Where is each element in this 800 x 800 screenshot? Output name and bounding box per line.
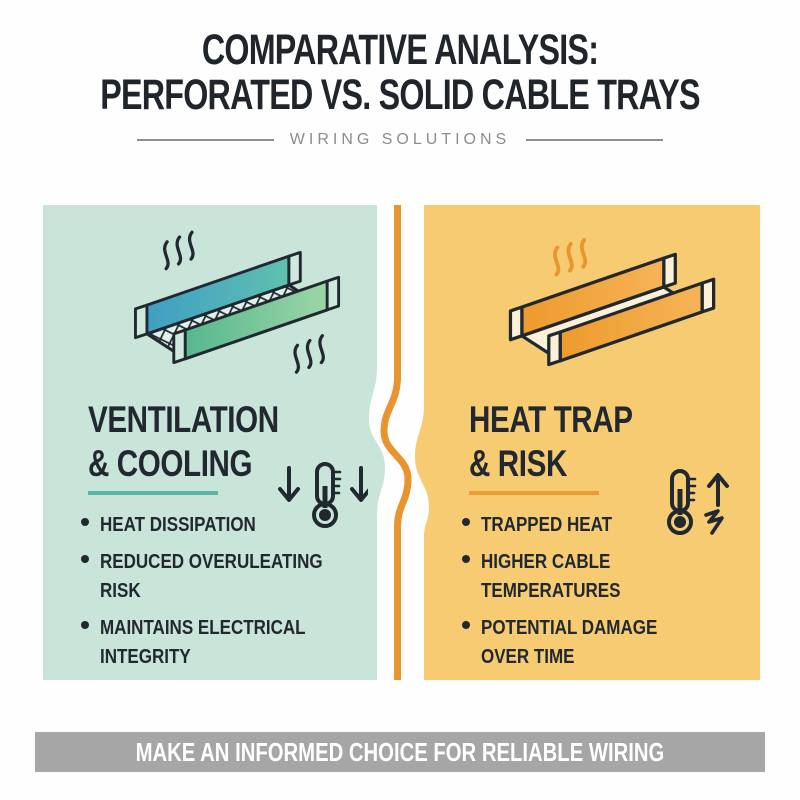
page-title: COMPARATIVE ANALYSIS: PERFORATED VS. SOL… <box>0 28 800 118</box>
panel-heading-heat-trap: HEAT TRAP & RISK <box>469 399 633 484</box>
page-title-line2: PERFORATED VS. SOLID CABLE TRAYS <box>100 71 700 119</box>
list-item: HEAT DISSIPATION <box>81 511 371 540</box>
heading-rule-teal <box>88 491 218 495</box>
benefit-list: HEAT DISSIPATION REDUCED OVERULEATING RI… <box>81 511 371 680</box>
list-item: TRAPPED HEAT <box>462 511 752 540</box>
perforated-cable-tray-icon <box>123 227 353 387</box>
bullet-dot-icon <box>462 518 470 526</box>
risk-list: TRAPPED HEAT HIGHER CABLE TEMPERATURES P… <box>462 511 752 680</box>
page-title-line1: COMPARATIVE ANALYSIS: <box>201 26 599 74</box>
bullet-dot-icon <box>462 621 470 629</box>
list-item: REDUCED OVERULEATING RISK <box>81 548 371 606</box>
panel-ventilation-cooling: VENTILATION & COOLING <box>43 205 377 680</box>
list-item: HIGHER CABLE TEMPERATURES <box>462 548 752 606</box>
bullet-dot-icon <box>81 518 89 526</box>
panel-heading-ventilation: VENTILATION & COOLING <box>88 399 279 484</box>
footer-banner-text: MAKE AN INFORMED CHOICE FOR RELIABLE WIR… <box>135 736 665 767</box>
bullet-dot-icon <box>462 555 470 563</box>
subtitle-right-rule <box>526 139 664 141</box>
wavy-divider <box>368 205 432 680</box>
subtitle-row: WIRING SOLUTIONS <box>0 131 800 149</box>
thermometer-temperature-down-icon <box>275 460 375 532</box>
bullet-dot-icon <box>81 621 89 629</box>
solid-cable-tray-icon <box>498 229 728 389</box>
subtitle-left-rule <box>136 139 274 141</box>
footer-banner: MAKE AN INFORMED CHOICE FOR RELIABLE WIR… <box>35 732 765 772</box>
list-item: MAINTAINS ELECTRICAL INTEGRITY <box>81 614 371 672</box>
list-item: POTENTIAL DAMAGE OVER TIME <box>462 614 752 672</box>
heading-rule-orange <box>469 491 599 495</box>
bullet-dot-icon <box>81 555 89 563</box>
subtitle-text: WIRING SOLUTIONS <box>289 131 511 148</box>
thermometer-temperature-up-icon <box>654 467 754 543</box>
panel-heat-trap-risk: HEAT TRAP & RISK <box>424 205 760 680</box>
